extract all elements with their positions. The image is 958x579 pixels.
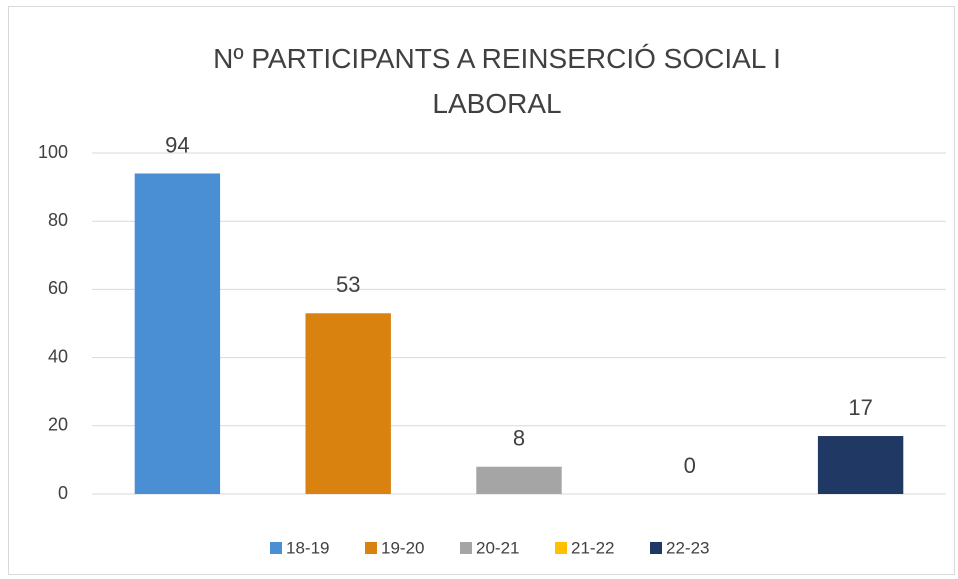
data-label: 0 [684,453,696,478]
data-label: 8 [513,426,525,451]
bar [817,436,904,494]
legend-label: 21-22 [571,538,614,557]
legend-label: 18-19 [286,538,329,557]
legend-swatch [270,542,282,554]
y-tick-label: 60 [48,278,68,298]
y-tick-label: 100 [38,142,68,162]
legend-swatch [365,542,377,554]
legend-label: 22-23 [666,538,709,557]
bar [476,466,562,494]
data-label: 17 [848,395,872,420]
y-tick-label: 40 [48,346,68,366]
y-tick-label: 0 [58,483,68,503]
bar [305,313,391,494]
data-label: 53 [336,272,360,297]
y-tick-label: 80 [48,210,68,230]
bar [134,173,221,494]
legend-swatch [555,542,567,554]
legend-swatch [460,542,472,554]
legend-swatch [650,542,662,554]
legend-label: 19-20 [381,538,424,557]
y-tick-label: 20 [48,415,68,435]
data-label: 94 [165,132,189,157]
chart-title: Nº PARTICIPANTS A REINSERCIÓ SOCIAL I LA… [213,43,781,119]
legend-label: 20-21 [476,538,519,557]
